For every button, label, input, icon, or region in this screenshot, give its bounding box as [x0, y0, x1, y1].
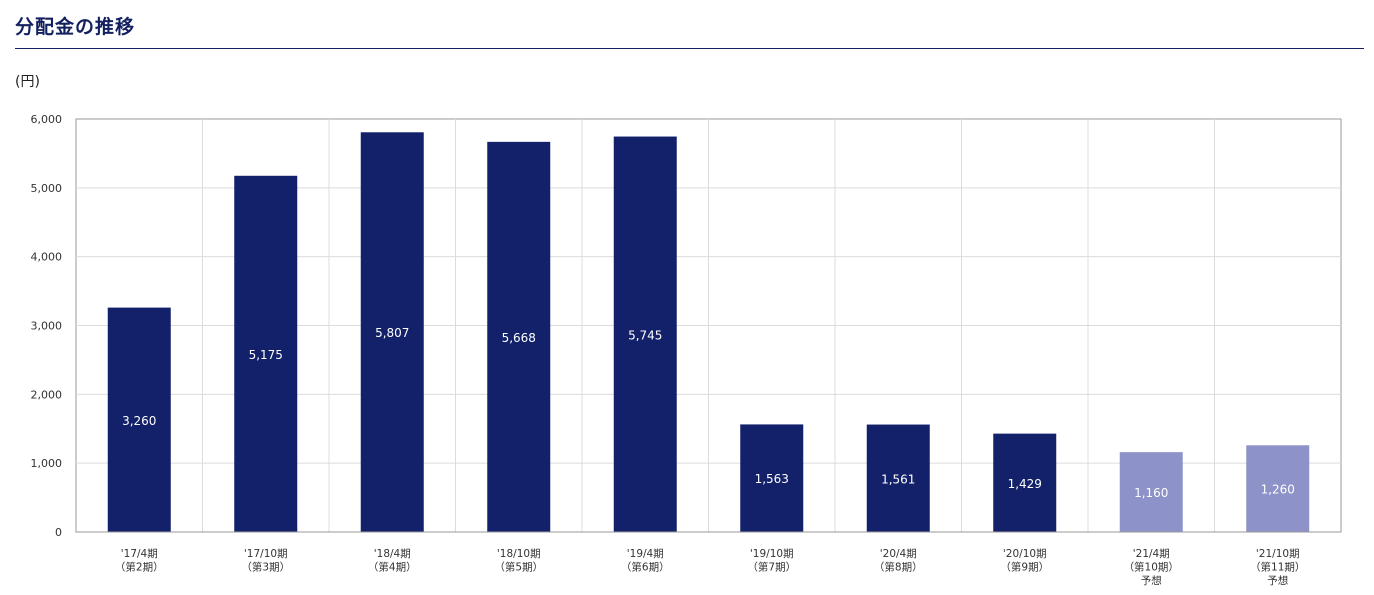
x-tick-label: '20/10期	[1003, 548, 1047, 560]
x-tick-label: （第7期）	[747, 561, 796, 574]
bar	[613, 136, 677, 533]
bar-value-label: 1,260	[1261, 483, 1295, 497]
y-tick-label: 5,000	[31, 182, 63, 195]
bar-value-label: 3,260	[122, 414, 156, 428]
x-tick-label: '18/10期	[497, 548, 541, 560]
bar	[1246, 445, 1310, 532]
bar-value-label: 5,745	[628, 328, 662, 342]
bar-value-label: 1,160	[1134, 486, 1168, 500]
bar-value-label: 5,668	[502, 331, 536, 345]
bar-value-label: 1,429	[1008, 477, 1042, 491]
bar	[1119, 452, 1183, 532]
x-tick-label: '18/4期	[374, 548, 411, 560]
y-axis-unit-label: (円)	[15, 74, 40, 90]
bar	[866, 424, 930, 532]
x-tick-label: （第2期）	[115, 561, 164, 574]
title-divider	[15, 48, 1364, 49]
bar	[107, 307, 171, 532]
x-tick-label: '21/10期	[1256, 548, 1300, 560]
bar	[993, 433, 1057, 532]
x-tick-label: （第8期）	[874, 561, 923, 574]
x-tick-label: （第9期）	[1000, 561, 1049, 574]
bar-value-label: 5,175	[249, 348, 283, 362]
y-tick-label: 1,000	[31, 457, 63, 470]
bar-value-label: 5,807	[375, 326, 409, 340]
x-tick-label: '19/10期	[750, 548, 794, 560]
x-tick-label: '21/4期	[1133, 548, 1170, 560]
page-title: 分配金の推移	[15, 16, 136, 38]
y-tick-label: 3,000	[31, 320, 63, 333]
bar	[487, 141, 551, 532]
bar-value-label: 1,561	[881, 472, 915, 486]
x-tick-label: 予想	[1141, 574, 1162, 587]
x-tick-label: （第5期）	[494, 561, 543, 574]
y-tick-label: 2,000	[31, 388, 63, 401]
bar	[360, 132, 424, 532]
x-tick-label: '20/4期	[880, 548, 917, 560]
x-tick-label: '17/10期	[244, 548, 288, 560]
x-tick-label: '19/4期	[627, 548, 664, 560]
x-tick-label: （第4期）	[368, 561, 417, 574]
bar-value-label: 1,563	[755, 472, 789, 486]
x-tick-label: （第6期）	[621, 561, 670, 574]
x-tick-label: （第10期）	[1124, 561, 1179, 574]
x-tick-label: （第3期）	[241, 561, 290, 574]
x-tick-label: '17/4期	[121, 548, 158, 560]
y-tick-label: 6,000	[31, 113, 63, 126]
x-tick-label: （第11期）	[1250, 561, 1305, 574]
x-tick-label: 予想	[1267, 574, 1288, 587]
bar	[234, 175, 298, 532]
y-tick-label: 0	[55, 526, 62, 539]
bar	[740, 424, 804, 532]
y-tick-label: 4,000	[31, 251, 63, 264]
